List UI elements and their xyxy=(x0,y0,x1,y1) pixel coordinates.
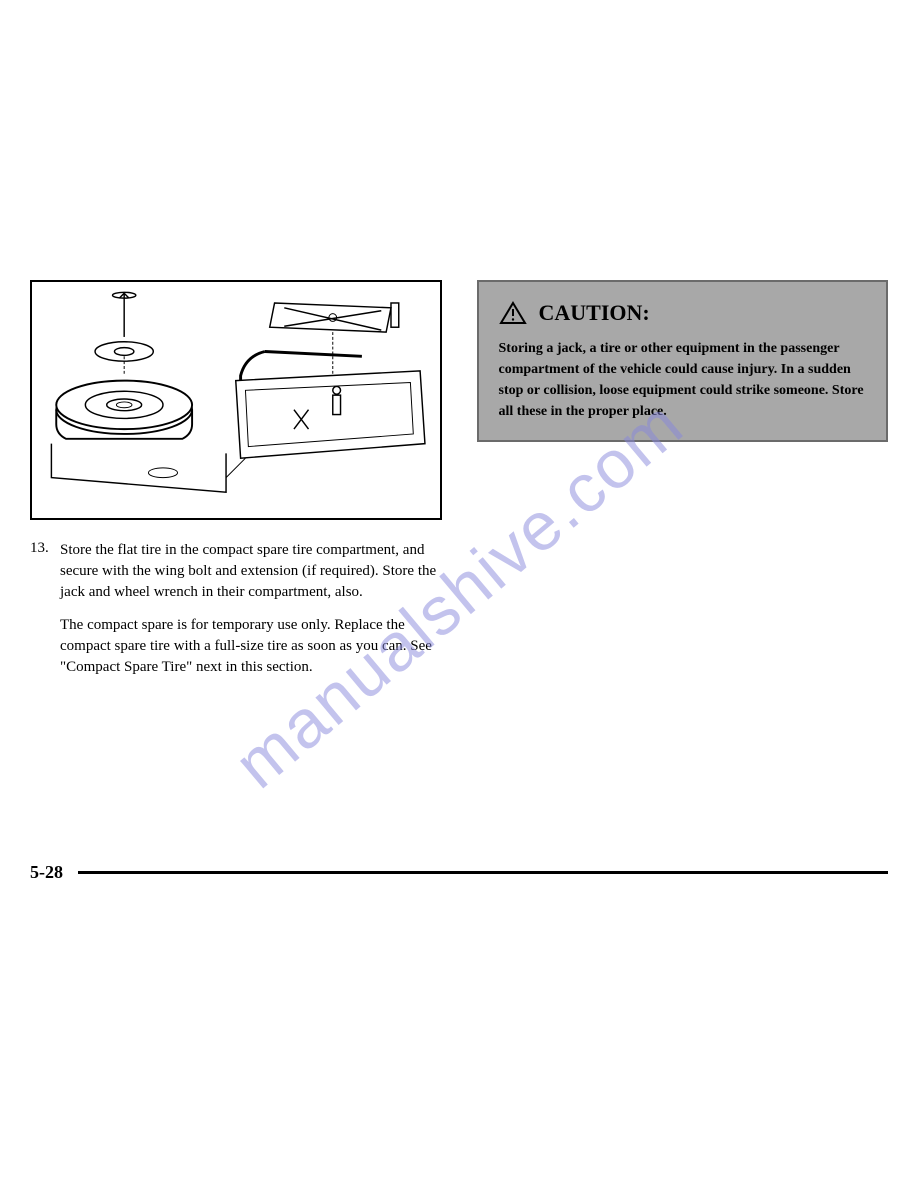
left-column: 13. Store the flat tire in the compact s… xyxy=(30,280,442,678)
manual-page: 13. Store the flat tire in the compact s… xyxy=(0,0,918,1188)
caution-header: CAUTION: xyxy=(499,300,867,326)
tire-storage-illustration xyxy=(30,280,442,520)
illustration-svg xyxy=(32,282,440,518)
instruction-item-13: 13. Store the flat tire in the compact s… xyxy=(30,540,442,603)
footer-rule xyxy=(78,871,888,874)
instruction-text-2: The compact spare is for temporary use o… xyxy=(60,615,442,678)
warning-triangle-icon xyxy=(499,301,527,325)
instruction-number: 13. xyxy=(30,540,52,603)
caution-title: CAUTION: xyxy=(539,300,650,326)
content-area: 13. Store the flat tire in the compact s… xyxy=(30,280,888,678)
caution-text: Storing a jack, a tire or other equipmen… xyxy=(499,338,867,422)
instruction-text-1: Store the flat tire in the compact spare… xyxy=(60,540,442,603)
right-column: CAUTION: Storing a jack, a tire or other… xyxy=(477,280,889,442)
caution-box: CAUTION: Storing a jack, a tire or other… xyxy=(477,280,889,442)
page-number: 5-28 xyxy=(30,862,63,883)
page-footer: 5-28 xyxy=(30,862,888,883)
